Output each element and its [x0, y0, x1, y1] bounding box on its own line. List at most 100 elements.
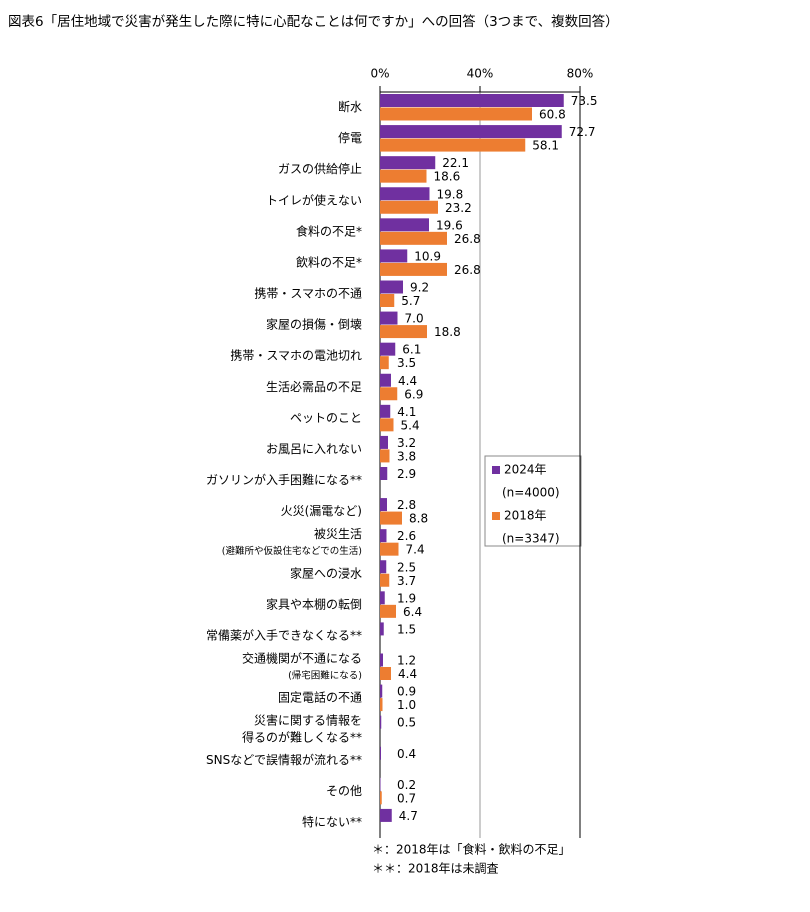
- category-label: 常備薬が入手できなくなる**: [206, 627, 362, 642]
- value-label: 2.9: [397, 467, 416, 481]
- bar: [380, 125, 562, 139]
- bar: [380, 791, 382, 805]
- bar: [380, 653, 383, 667]
- category-label: 飲料の不足*: [296, 254, 362, 269]
- bar: [380, 373, 391, 387]
- value-label: 18.8: [434, 325, 461, 339]
- value-label: 19.8: [437, 187, 464, 201]
- x-tick-label: 0%: [370, 67, 389, 81]
- value-label: 2.8: [397, 498, 416, 512]
- bar: [380, 156, 436, 170]
- category-label: トイレが使えない: [266, 192, 362, 207]
- bar: [380, 511, 402, 525]
- bar: [380, 622, 384, 636]
- value-label: 18.6: [434, 170, 461, 184]
- bar: [380, 808, 392, 822]
- category-label: お風呂に入れない: [266, 442, 362, 456]
- bar: [380, 684, 383, 698]
- value-label: 6.9: [404, 387, 423, 401]
- chart-title: 図表6「居住地域で災害が発生した際に特に心配なことは何ですか」への回答（3つまで…: [8, 13, 619, 30]
- value-label: 4.1: [397, 405, 416, 419]
- value-label: 58.1: [532, 139, 559, 153]
- value-label: 6.4: [403, 605, 422, 619]
- legend-label: 2018年: [504, 509, 547, 523]
- value-label: 0.7: [397, 791, 416, 805]
- value-label: 1.0: [397, 698, 416, 712]
- value-label: 72.7: [569, 125, 596, 139]
- category-label: (帰宅困難になる): [288, 670, 362, 682]
- value-label: 7.0: [405, 312, 424, 326]
- legend-note: (n=3347): [502, 532, 560, 546]
- bar: [380, 200, 438, 214]
- bar: [380, 138, 526, 152]
- value-label: 4.4: [398, 667, 417, 681]
- value-label: 22.1: [442, 156, 469, 170]
- legend-note: (n=4000): [502, 486, 560, 500]
- value-label: 3.7: [397, 574, 416, 588]
- value-label: 73.5: [571, 94, 598, 108]
- bar: [380, 218, 429, 232]
- category-label: 家具や本棚の転倒: [266, 596, 362, 611]
- bar: [380, 249, 408, 263]
- value-label: 7.4: [406, 543, 425, 557]
- category-label: 固定電話の不通: [278, 690, 362, 705]
- value-label: 60.8: [539, 108, 566, 122]
- bar: [380, 94, 564, 107]
- legend-swatch: [492, 512, 500, 520]
- value-label: 5.7: [401, 294, 420, 308]
- category-label: 火災(漏電など): [281, 504, 362, 518]
- value-label: 0.9: [397, 685, 416, 699]
- value-label: 4.7: [399, 809, 418, 823]
- bar: [380, 325, 427, 339]
- category-label: SNSなどで誤情報が流れる**: [206, 752, 362, 767]
- category-label: ガスの供給停止: [278, 161, 362, 176]
- value-label: 1.2: [397, 654, 416, 668]
- category-label: 携帯・スマホの不通: [254, 286, 362, 301]
- value-label: 0.5: [397, 716, 416, 730]
- bar: [380, 698, 383, 712]
- value-label: 5.4: [401, 418, 420, 432]
- legend-box: [484, 455, 582, 547]
- bar: [380, 777, 381, 791]
- bar: [380, 280, 403, 294]
- bar: [380, 404, 391, 418]
- bar: [380, 387, 398, 401]
- bar: [380, 498, 387, 512]
- bar: [380, 604, 396, 618]
- legend-label: 2024年: [504, 463, 547, 477]
- value-label: 26.8: [454, 263, 481, 277]
- bar: [380, 435, 388, 449]
- bar: [380, 746, 381, 760]
- bar: [380, 715, 382, 729]
- bar: [380, 311, 398, 325]
- category-label: 断水: [338, 99, 362, 114]
- value-label: 0.2: [397, 778, 416, 792]
- bar: [380, 418, 394, 432]
- value-label: 1.5: [397, 622, 416, 636]
- category-label: 停電: [338, 130, 362, 145]
- value-label: 3.5: [397, 356, 416, 370]
- x-tick-label: 40%: [467, 67, 494, 81]
- bar: [380, 667, 391, 680]
- category-label: 家屋への浸水: [290, 565, 362, 580]
- category-label: 生活必需品の不足: [266, 380, 362, 394]
- bar: [380, 449, 390, 463]
- value-label: 2.5: [397, 560, 416, 574]
- bar: [380, 107, 532, 121]
- bar: [380, 529, 387, 543]
- bar: [380, 573, 390, 587]
- bar: [380, 262, 447, 276]
- category-label: ガソリンが入手困難になる**: [206, 472, 362, 487]
- category-label: (避難所や仮設住宅などでの生活): [222, 545, 362, 557]
- footnote: ＊＊：2018年は未調査: [372, 862, 499, 876]
- value-label: 10.9: [414, 249, 441, 263]
- bar: [380, 356, 389, 370]
- bar: [380, 187, 430, 201]
- bar: [380, 591, 385, 605]
- value-label: 3.2: [397, 436, 416, 450]
- value-label: 0.4: [397, 747, 416, 761]
- value-label: 26.8: [454, 232, 481, 246]
- category-label: 携帯・スマホの電池切れ: [230, 348, 362, 363]
- category-label: 特にない**: [302, 814, 362, 829]
